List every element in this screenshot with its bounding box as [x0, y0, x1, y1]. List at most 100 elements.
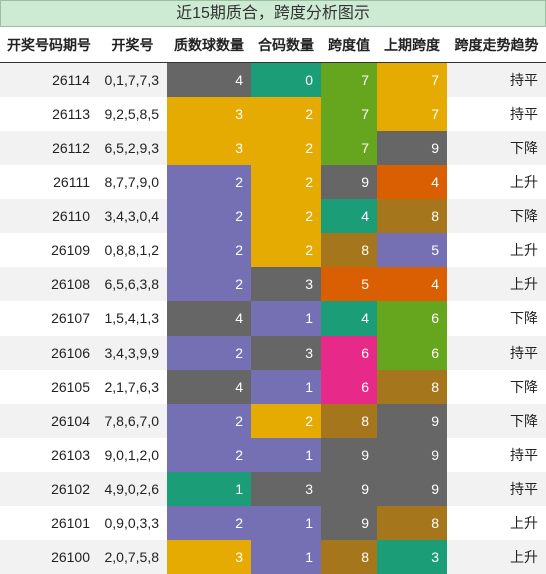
colored-cell: 9	[321, 165, 377, 200]
table-cell: 下降	[447, 301, 546, 336]
colored-cell: 4	[377, 165, 447, 200]
table-cell: 1,5,4,1,3	[98, 301, 167, 336]
colored-cell: 2	[167, 199, 251, 234]
table-cell: 3,4,3,0,4	[98, 199, 167, 234]
table-cell: 下降	[447, 403, 546, 438]
table-cell: 9,0,1,2,0	[98, 437, 167, 472]
colored-cell: 2	[251, 131, 321, 166]
table-cell: 0,1,7,7,3	[98, 63, 167, 98]
colored-cell: 4	[167, 369, 251, 404]
colored-cell: 8	[377, 199, 447, 234]
colored-cell: 5	[321, 267, 377, 302]
table-cell: 上升	[447, 165, 546, 200]
colored-cell: 2	[251, 199, 321, 234]
column-header: 质数球数量	[167, 27, 251, 63]
table-cell: 26104	[0, 403, 98, 438]
colored-cell: 9	[377, 471, 447, 506]
table-cell: 6,5,6,3,8	[98, 267, 167, 302]
colored-cell: 2	[167, 437, 251, 472]
title: 近15期质合，跨度分析图示	[0, 0, 546, 27]
table-cell: 26110	[0, 199, 98, 234]
table-cell: 持平	[447, 335, 546, 370]
table-cell: 下降	[447, 369, 546, 404]
colored-cell: 6	[321, 335, 377, 370]
colored-cell: 2	[167, 505, 251, 540]
colored-cell: 4	[321, 301, 377, 336]
colored-cell: 1	[251, 505, 321, 540]
table-cell: 26102	[0, 471, 98, 506]
table-cell: 26105	[0, 369, 98, 404]
colored-cell: 3	[167, 131, 251, 166]
colored-cell: 9	[377, 403, 447, 438]
table-cell: 7,8,6,7,0	[98, 403, 167, 438]
colored-cell: 9	[321, 437, 377, 472]
colored-cell: 4	[321, 199, 377, 234]
colored-cell: 9	[321, 471, 377, 506]
colored-cell: 2	[251, 403, 321, 438]
colored-cell: 2	[167, 267, 251, 302]
colored-cell: 2	[251, 97, 321, 132]
table-cell: 2,0,7,5,8	[98, 539, 167, 574]
table-cell: 26107	[0, 301, 98, 336]
column-header: 跨度值	[321, 27, 377, 63]
colored-cell: 7	[321, 63, 377, 98]
table-cell: 2,1,7,6,3	[98, 369, 167, 404]
table-cell: 上升	[447, 505, 546, 540]
colored-cell: 8	[377, 369, 447, 404]
table-cell: 26113	[0, 97, 98, 132]
table-cell: 上升	[447, 233, 546, 268]
colored-cell: 8	[377, 505, 447, 540]
colored-cell: 6	[321, 369, 377, 404]
table-cell: 26114	[0, 63, 98, 98]
colored-cell: 2	[251, 233, 321, 268]
table-cell: 3,4,3,9,9	[98, 335, 167, 370]
colored-cell: 3	[167, 539, 251, 574]
table-cell: 持平	[447, 437, 546, 472]
colored-cell: 8	[321, 233, 377, 268]
table-cell: 8,7,7,9,0	[98, 165, 167, 200]
colored-cell: 1	[167, 471, 251, 506]
colored-cell: 1	[251, 437, 321, 472]
colored-cell: 9	[377, 131, 447, 166]
colored-cell: 8	[321, 403, 377, 438]
colored-cell: 4	[167, 63, 251, 98]
table-cell: 26111	[0, 165, 98, 200]
table-cell: 0,8,8,1,2	[98, 233, 167, 268]
column-header: 上期跨度	[377, 27, 447, 63]
colored-cell: 1	[251, 301, 321, 336]
table-cell: 持平	[447, 63, 546, 98]
colored-cell: 9	[321, 505, 377, 540]
table-cell: 持平	[447, 97, 546, 132]
table-cell: 26103	[0, 437, 98, 472]
table-cell: 26106	[0, 335, 98, 370]
table-cell: 26101	[0, 505, 98, 540]
table-cell: 4,9,0,2,6	[98, 471, 167, 506]
table-cell: 0,9,0,3,3	[98, 505, 167, 540]
column-header: 开奖号	[98, 27, 167, 63]
table-cell: 6,5,2,9,3	[98, 131, 167, 166]
colored-cell: 6	[377, 335, 447, 370]
colored-cell: 2	[251, 165, 321, 200]
table-cell: 上升	[447, 539, 546, 574]
colored-cell: 7	[377, 97, 447, 132]
table-cell: 下降	[447, 199, 546, 234]
colored-cell: 1	[251, 369, 321, 404]
colored-cell: 2	[167, 165, 251, 200]
colored-cell: 9	[377, 437, 447, 472]
table-cell: 26100	[0, 539, 98, 574]
colored-cell: 2	[167, 233, 251, 268]
colored-cell: 3	[167, 97, 251, 132]
colored-cell: 3	[251, 335, 321, 370]
colored-cell: 2	[167, 335, 251, 370]
colored-cell: 3	[251, 471, 321, 506]
table-cell: 9,2,5,8,5	[98, 97, 167, 132]
colored-cell: 2	[167, 403, 251, 438]
table-cell: 26109	[0, 233, 98, 268]
column-header: 合码数量	[251, 27, 321, 63]
table-cell: 26112	[0, 131, 98, 166]
colored-cell: 7	[321, 131, 377, 166]
colored-cell: 6	[377, 301, 447, 336]
column-header: 跨度走势趋势	[447, 27, 546, 63]
colored-cell: 7	[321, 97, 377, 132]
